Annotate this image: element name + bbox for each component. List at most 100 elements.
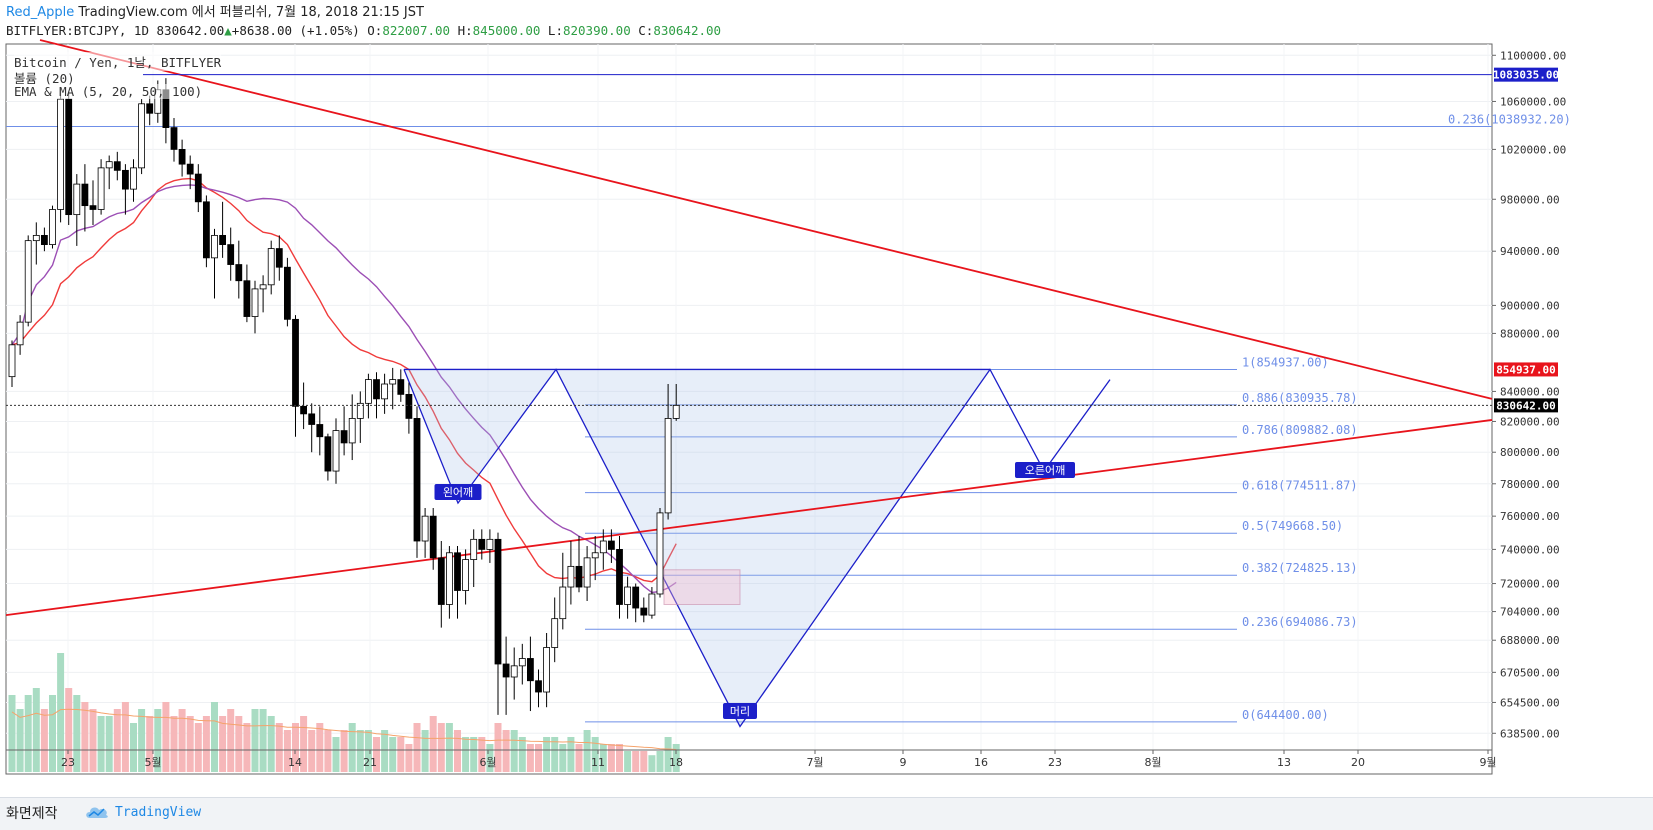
volume-bar <box>510 730 518 772</box>
volume-bar <box>227 709 235 772</box>
y-tick-label: 980000.00 <box>1500 193 1560 206</box>
candle-body <box>340 430 348 444</box>
plot-frame <box>5 43 1493 775</box>
candle-body <box>324 436 332 472</box>
volume-bar <box>40 709 48 772</box>
volume-bar <box>551 737 559 772</box>
volume-bar <box>405 744 413 772</box>
volume-bar <box>16 709 24 772</box>
volume-bar <box>486 744 494 772</box>
y-tick-label: 1100000.00 <box>1500 49 1566 62</box>
volume-bar <box>640 751 648 772</box>
volume-bar <box>316 723 324 772</box>
y-tick-label: 704000.00 <box>1500 606 1560 619</box>
volume-bar <box>81 702 89 772</box>
candle-body <box>146 103 154 114</box>
candle-body <box>122 169 129 190</box>
tradingview-cloud-icon <box>86 807 108 818</box>
candle-body <box>664 418 672 514</box>
candle-body <box>437 557 445 605</box>
open-value: 822007.00 <box>382 23 451 38</box>
legend-ema-ma[interactable]: EMA & MA (5, 20, 50, 100) <box>14 84 203 99</box>
candle-body <box>81 183 89 207</box>
volume-bar <box>170 716 178 772</box>
candle-body <box>535 680 542 693</box>
candle-body <box>32 234 40 242</box>
annotation-label: 머리 <box>730 705 750 718</box>
candle-body <box>186 163 194 175</box>
volume-bar <box>624 751 632 772</box>
candle-body <box>510 665 518 678</box>
price-chart[interactable]: 0.236(1038932.20) 1(854937.00) 0.886(83093… <box>0 0 1653 797</box>
candle-body <box>672 404 680 419</box>
y-tick-label: 638500.00 <box>1500 727 1560 740</box>
footer-brand[interactable]: TradingView <box>115 805 202 820</box>
y-tick-label: 688000.00 <box>1500 634 1560 647</box>
author-name[interactable]: Red_Apple <box>6 5 75 20</box>
candle-body <box>502 663 510 678</box>
legend-symbol[interactable]: Bitcoin / Yen, 1날, BITFLYER <box>14 52 222 71</box>
volume-bar <box>332 737 340 772</box>
x-tick-label: 5월 <box>144 756 161 769</box>
candle-body <box>202 201 210 259</box>
y-tick-label: 1060000.00 <box>1500 95 1566 108</box>
volume-bar <box>219 716 227 772</box>
candle-body <box>316 424 324 438</box>
volume-bar <box>24 695 32 772</box>
candle-body <box>348 418 356 444</box>
y-tick-label: 940000.00 <box>1500 245 1560 258</box>
candle-body <box>364 379 372 404</box>
candle-body <box>243 280 251 317</box>
y-tick-label: 900000.00 <box>1500 299 1560 312</box>
y-tick-label: 654500.00 <box>1500 696 1560 709</box>
price-label-bg <box>1494 398 1558 413</box>
candle-body <box>518 658 526 667</box>
volume-bar <box>308 730 316 772</box>
candle-body <box>130 167 137 190</box>
volume-bar <box>292 723 299 772</box>
fib-level-label: 0.618(774511.87) <box>1242 479 1358 493</box>
candle-body <box>235 264 243 282</box>
volume-bar <box>397 737 405 772</box>
x-tick-label: 13 <box>1277 756 1291 769</box>
volume-bar <box>154 709 162 772</box>
volume-bar <box>437 723 445 772</box>
close-label: C: <box>638 23 654 38</box>
volume-bar <box>105 716 113 772</box>
legend-volume[interactable]: 볼륨 (20) <box>14 68 75 87</box>
candle-body <box>97 167 105 210</box>
price-label: 854937.00 <box>1496 363 1556 376</box>
annotation-bg <box>1015 462 1075 478</box>
volume-bar <box>462 737 470 772</box>
candle-body <box>283 266 291 320</box>
volume-bar <box>121 702 129 772</box>
candle-body <box>616 549 623 605</box>
candle-body <box>470 538 478 560</box>
candle-body <box>138 103 146 169</box>
x-tick-label: 21 <box>363 756 377 769</box>
volume-bar <box>616 744 623 772</box>
up-arrow-icon: ▲ <box>224 23 232 38</box>
candle-body <box>24 240 32 323</box>
ascending-trendline <box>5 419 1493 617</box>
y-tick-label: 880000.00 <box>1500 327 1560 340</box>
y-tick-label: 740000.00 <box>1500 543 1560 556</box>
volume-bar <box>202 716 210 772</box>
price-label-bg <box>1494 362 1558 377</box>
volume-bar <box>494 723 502 772</box>
annotation-bg <box>434 484 482 500</box>
fib-retracement: 0.236(1038932.20) 1(854937.00) 0.886(83093… <box>6 112 1571 723</box>
volume-bar <box>32 688 40 772</box>
volume-bar <box>599 744 607 772</box>
candle-body <box>300 405 308 415</box>
x-tick-label: 8월 <box>1144 756 1161 769</box>
volume-bar <box>559 744 567 772</box>
y-tick-label: 780000.00 <box>1500 478 1560 491</box>
candle-body <box>275 248 283 268</box>
publish-info: TradingView.com 에서 퍼블리쉬, 7월 18, 2018 21:… <box>78 5 424 20</box>
price-label: 830642.00 <box>1496 399 1556 412</box>
candle-body <box>267 248 275 286</box>
candle-body <box>389 379 397 385</box>
volume-bar <box>421 730 429 772</box>
volume-bar <box>373 737 380 772</box>
